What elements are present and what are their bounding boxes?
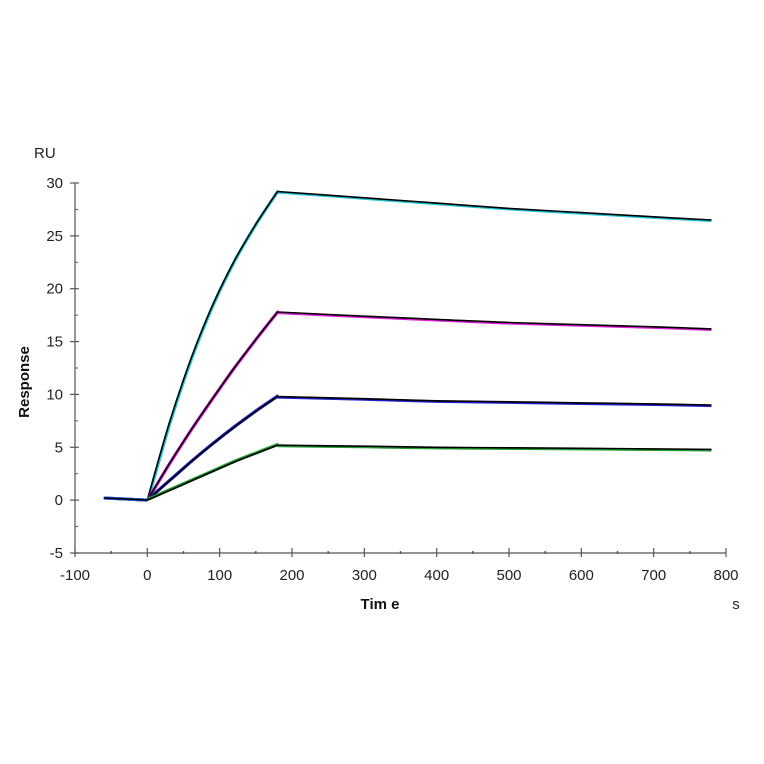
y-tick-label: -5 [50,545,63,562]
x-axis-title: Tim e [361,596,400,613]
series-curve-3 [103,394,712,502]
x-unit-label: s [732,596,740,613]
series-curve-2 [103,310,712,502]
y-tick-label: 5 [55,439,63,456]
series-curve-4 [103,442,712,502]
x-tick-label: 400 [424,567,449,584]
y-tick-label: 25 [46,228,63,245]
series-curve-1 [103,189,712,502]
x-tick-label: -100 [60,567,90,584]
x-tick-label: 600 [569,567,594,584]
plot-area [103,189,712,502]
x-tick-label: 200 [279,567,304,584]
y-tick-label: 0 [55,492,63,509]
y-unit-label: RU [34,145,56,162]
x-tick-label: 0 [143,567,151,584]
y-tick-label: 20 [46,281,63,298]
y-tick-label: 15 [46,334,63,351]
y-tick-label: 30 [46,175,63,192]
x-tick-label: 500 [496,567,521,584]
y-axis-title: Response [16,346,33,418]
x-axis: -100 0 100 200 300 400 500 600 700 800 [60,548,739,584]
x-tick-label: 300 [352,567,377,584]
y-axis: -5 0 5 10 15 20 25 30 [46,175,79,562]
x-tick-label: 700 [641,567,666,584]
x-tick-label: 100 [207,567,232,584]
x-tick-label: 800 [713,567,738,584]
y-tick-label: 10 [46,386,63,403]
